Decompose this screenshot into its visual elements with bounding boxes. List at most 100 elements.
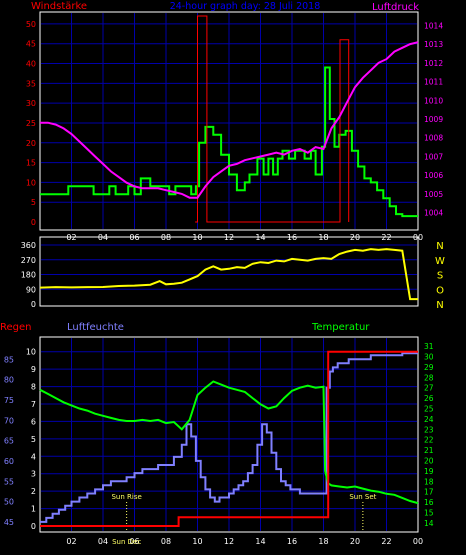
direction-compass-label: N	[436, 300, 443, 311]
humidity-tick-label: 50	[4, 498, 14, 507]
direction-compass-label: N	[436, 241, 443, 252]
temperature-tick-label: 18	[424, 477, 434, 486]
plot-frame	[39, 236, 419, 307]
pressure-tick-label: 1014	[424, 21, 443, 30]
pressure-tick-label: 1008	[424, 134, 443, 143]
humidity-axis-label: Luftfeuchte	[67, 322, 124, 333]
time-tick-label: 00	[413, 537, 423, 546]
rain-tick-label: 4	[31, 452, 36, 461]
wind-direction-line	[39, 248, 418, 301]
rain-tick-label: 7	[31, 400, 36, 409]
rain-tick-label: 2	[31, 487, 36, 496]
time-tick-label: 18	[318, 537, 328, 546]
wind-tick-label: 25	[26, 119, 36, 128]
wind-tick-label: 40	[26, 60, 36, 69]
direction-tick-label: 90	[26, 285, 36, 294]
wind-tick-label: 10	[26, 178, 36, 187]
rain-humidity-temperature-chart: 4550556065707580850123456789101415161718…	[4, 336, 434, 546]
direction-compass-label: O	[436, 285, 444, 296]
pressure-tick-label: 1009	[424, 115, 443, 124]
rain-line	[40, 350, 418, 527]
pressure-tick-label: 1006	[424, 171, 443, 180]
humidity-tick-label: 80	[4, 376, 14, 385]
wind-speed-line	[40, 66, 418, 218]
humidity-line	[40, 352, 418, 523]
time-tick-label: 02	[66, 537, 76, 546]
humidity-tick-label: 70	[4, 416, 14, 425]
rain-axis-label: Regen	[0, 322, 32, 333]
temperature-tick-label: 24	[424, 415, 434, 424]
rain-tick-label: 9	[31, 365, 36, 374]
pressure-tick-label: 1004	[424, 209, 443, 218]
wind-tick-label: 30	[26, 99, 36, 108]
pressure-tick-label: 1013	[424, 40, 443, 49]
temperature-tick-label: 31	[424, 342, 434, 351]
temperature-tick-label: 29	[424, 363, 434, 372]
humidity-tick-label: 55	[4, 477, 14, 486]
time-tick-label: 06	[129, 537, 139, 546]
plot-frame	[39, 336, 419, 533]
temperature-tick-label: 28	[424, 373, 434, 382]
wind-tick-label: 15	[26, 159, 36, 168]
temperature-tick-label: 23	[424, 425, 434, 434]
time-tick-label: 22	[381, 537, 391, 546]
wind-pressure-chart: 0 5 10 15 20 25 30 35 40 45 50 1004 1005 1006 1007 1008…	[26, 11, 443, 242]
rain-tick-label: 6	[31, 417, 36, 426]
pressure-line	[40, 41, 419, 199]
time-tick-label: 04	[98, 537, 108, 546]
sun-set-label: Sun Set	[349, 493, 376, 501]
wind-gust-line	[195, 15, 350, 223]
direction-compass-label: S	[437, 271, 443, 282]
temperature-tick-label: 17	[424, 488, 434, 497]
temperature-tick-label: 21	[424, 446, 434, 455]
pressure-tick-label: 1007	[424, 152, 443, 161]
direction-tick-label: 270	[21, 256, 36, 265]
temperature-tick-label: 30	[424, 353, 434, 362]
wind-axis-label: Windstärke	[31, 1, 87, 12]
pressure-tick-label: 1012	[424, 59, 443, 68]
humidity-tick-label: 75	[4, 396, 14, 405]
temperature-tick-label: 16	[424, 498, 434, 507]
pressure-tick-label: 1005	[424, 190, 443, 199]
rain-tick-label: 10	[26, 348, 36, 357]
plot-frame	[39, 11, 419, 231]
wind-tick-label: 5	[31, 198, 36, 207]
time-tick-label: 14	[255, 537, 265, 546]
time-tick-label: 20	[350, 537, 360, 546]
time-tick-label: 10	[192, 537, 202, 546]
temperature-tick-label: 14	[424, 519, 434, 528]
temperature-tick-label: 15	[424, 508, 434, 517]
time-tick-label: 16	[287, 537, 297, 546]
rain-tick-label: 0	[31, 522, 36, 531]
direction-tick-label: 180	[21, 271, 36, 280]
direction-tick-label: 360	[21, 241, 36, 250]
pressure-tick-label: 1010	[424, 96, 443, 105]
time-tick-label: 12	[224, 537, 234, 546]
temperature-line	[39, 380, 419, 505]
temperature-tick-label: 20	[424, 456, 434, 465]
pressure-tick-label: 1011	[424, 78, 443, 87]
wind-tick-label: 20	[26, 139, 36, 148]
temperature-axis-label: Temperatur	[311, 322, 370, 333]
direction-compass-label: W	[435, 256, 445, 267]
wind-tick-label: 45	[26, 40, 36, 49]
pressure-axis-label: Luftdruck	[372, 2, 419, 13]
wind-tick-label: 35	[26, 79, 36, 88]
humidity-tick-label: 60	[4, 457, 14, 466]
temperature-tick-label: 19	[424, 467, 434, 476]
rain-tick-label: 1	[31, 505, 36, 514]
temperature-tick-label: 22	[424, 436, 434, 445]
time-tick-label: 08	[161, 537, 171, 546]
direction-tick-label: 0	[31, 300, 36, 309]
rain-tick-label: 5	[31, 435, 36, 444]
humidity-tick-label: 45	[4, 518, 14, 527]
sun-dec-label: Sun Dec	[112, 538, 141, 546]
wind-tick-label: 0	[31, 218, 36, 227]
sun-rise-label: Sun Rise	[111, 493, 141, 501]
rain-tick-label: 8	[31, 383, 36, 392]
graph-title: 24-hour graph day: 28 Juli 2018	[170, 1, 321, 12]
humidity-tick-label: 65	[4, 437, 14, 446]
temperature-tick-label: 25	[424, 405, 434, 414]
